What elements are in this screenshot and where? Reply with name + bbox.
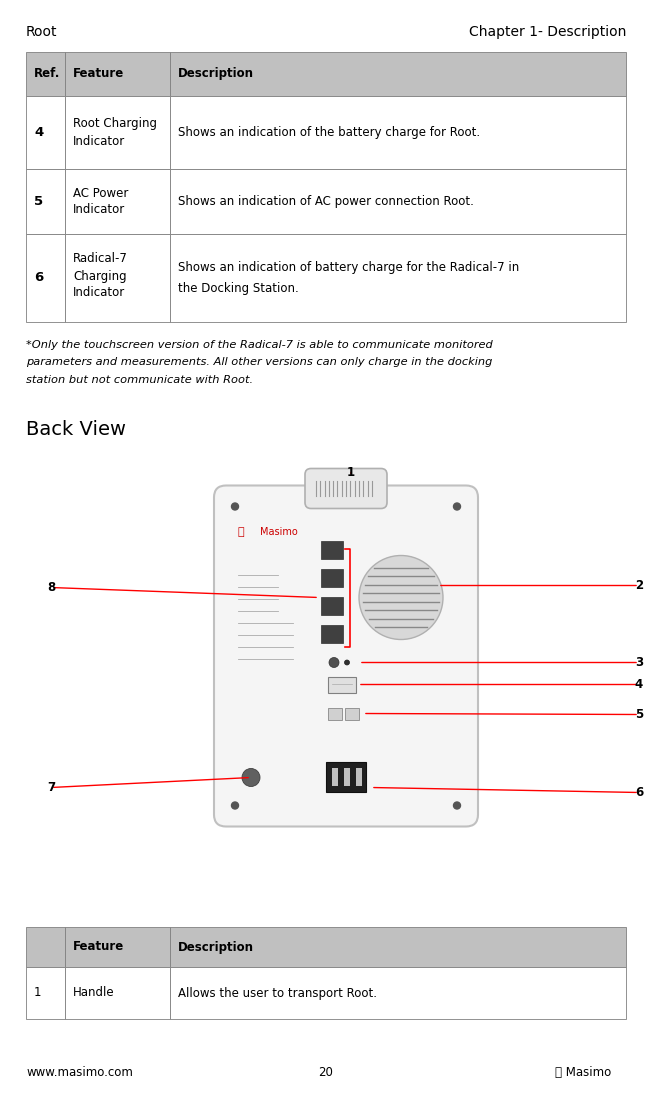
Bar: [345, 708, 359, 720]
Text: 1: 1: [347, 466, 355, 479]
Text: Root Charging: Root Charging: [73, 117, 157, 131]
Bar: [26, 52, 65, 97]
Text: Description: Description: [178, 68, 254, 80]
Bar: [170, 927, 626, 966]
Text: 6: 6: [635, 785, 643, 799]
Text: 4: 4: [34, 126, 43, 139]
Bar: [170, 234, 626, 323]
Text: 2: 2: [635, 579, 643, 592]
Bar: [26, 927, 65, 966]
Bar: [321, 598, 343, 615]
Text: 4: 4: [635, 678, 643, 691]
Circle shape: [242, 769, 260, 787]
Text: parameters and measurements. All other versions can only charge in the docking: parameters and measurements. All other v…: [26, 358, 492, 367]
Text: Feature: Feature: [73, 940, 125, 953]
Bar: [26, 234, 65, 323]
Text: 20: 20: [319, 1066, 333, 1079]
Text: www.masimo.com: www.masimo.com: [26, 1066, 133, 1079]
Text: 3: 3: [635, 656, 643, 669]
Bar: [26, 97, 65, 169]
Bar: [26, 169, 65, 234]
Bar: [65, 169, 170, 234]
Text: Shows an indication of battery charge for the Radical-7 in: Shows an indication of battery charge fo…: [178, 261, 519, 274]
Bar: [26, 966, 65, 1019]
Text: Allows the user to transport Root.: Allows the user to transport Root.: [178, 986, 377, 999]
Text: Ⓜ: Ⓜ: [238, 528, 244, 538]
Bar: [321, 569, 343, 588]
Text: Shows an indication of the battery charge for Root.: Shows an indication of the battery charg…: [178, 126, 480, 139]
Text: 8: 8: [47, 581, 55, 593]
Text: *Only the touchscreen version of the Radical-7 is able to communicate monitored: *Only the touchscreen version of the Rad…: [26, 340, 493, 350]
Bar: [328, 677, 356, 692]
Text: Back View: Back View: [26, 420, 126, 440]
Bar: [170, 169, 626, 234]
FancyBboxPatch shape: [214, 486, 478, 826]
Text: Shows an indication of AC power connection Root.: Shows an indication of AC power connecti…: [178, 195, 474, 208]
Text: Ⓜ Masimo: Ⓜ Masimo: [555, 1066, 611, 1079]
Text: 1: 1: [34, 986, 42, 999]
Circle shape: [231, 504, 239, 510]
Bar: [356, 769, 362, 787]
Bar: [344, 769, 350, 787]
Bar: [321, 625, 343, 644]
Text: Handle: Handle: [73, 986, 115, 999]
Text: 7: 7: [47, 781, 55, 794]
Text: 5: 5: [34, 195, 43, 208]
Bar: [65, 966, 170, 1019]
Text: Masimo: Masimo: [260, 528, 298, 538]
Circle shape: [359, 555, 443, 640]
Bar: [332, 769, 338, 787]
Circle shape: [231, 802, 239, 808]
Bar: [321, 542, 343, 559]
Text: Ref.: Ref.: [34, 68, 61, 80]
Text: 6: 6: [34, 271, 43, 284]
Bar: [65, 97, 170, 169]
Text: Charging: Charging: [73, 270, 126, 283]
Bar: [328, 708, 342, 720]
Text: station but not communicate with Root.: station but not communicate with Root.: [26, 375, 253, 385]
Text: Feature: Feature: [73, 68, 125, 80]
Circle shape: [344, 660, 349, 665]
Text: Indicator: Indicator: [73, 135, 125, 148]
Text: 5: 5: [635, 708, 643, 721]
Text: Indicator: Indicator: [73, 286, 125, 299]
Bar: [170, 97, 626, 169]
Bar: [65, 52, 170, 97]
Bar: [170, 966, 626, 1019]
Bar: [55, 473, 637, 833]
Text: the Docking Station.: the Docking Station.: [178, 282, 299, 295]
Text: Root: Root: [26, 25, 57, 39]
Bar: [326, 762, 366, 792]
Circle shape: [454, 504, 460, 510]
Bar: [65, 927, 170, 966]
Bar: [65, 234, 170, 323]
Text: Radical-7: Radical-7: [73, 252, 128, 265]
Circle shape: [454, 802, 460, 808]
Text: Indicator: Indicator: [73, 203, 125, 216]
Bar: [170, 52, 626, 97]
Text: Description: Description: [178, 940, 254, 953]
Text: AC Power: AC Power: [73, 188, 128, 200]
Text: Chapter 1- Description: Chapter 1- Description: [469, 25, 626, 39]
FancyBboxPatch shape: [305, 468, 387, 509]
Circle shape: [329, 657, 339, 667]
